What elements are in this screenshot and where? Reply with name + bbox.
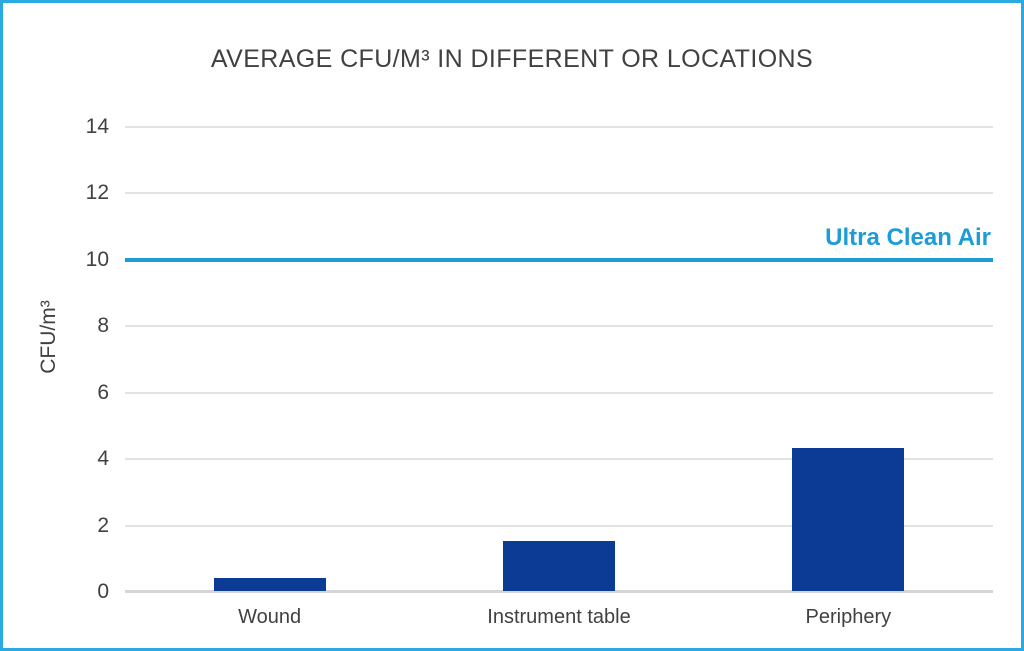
gridline	[125, 458, 993, 461]
gridline	[125, 590, 993, 593]
y-tick-label: 14	[85, 115, 109, 138]
y-tick-label: 0	[97, 580, 109, 603]
y-axis-ticks: 0 2 4 6 8 10 12 14	[3, 115, 109, 603]
y-tick-label: 8	[97, 314, 109, 338]
bar-wound	[213, 577, 326, 591]
y-tick-label: 2	[97, 513, 109, 537]
gridline	[125, 325, 993, 328]
gridline	[125, 126, 993, 128]
x-category-label: Wound	[238, 606, 302, 628]
reference-line-label: Ultra Clean Air	[825, 223, 991, 251]
x-axis-labels: Wound Instrument table Periphery	[125, 606, 993, 636]
y-tick-label: 6	[97, 380, 109, 404]
y-tick-label: 4	[97, 447, 109, 471]
chart-title: AVERAGE CFU/M³ IN DIFFERENT OR LOCATIONS	[210, 45, 814, 73]
x-category-label: Instrument table	[487, 606, 631, 628]
y-tick-label: 12	[85, 181, 109, 205]
x-category-label: Periphery	[805, 606, 892, 628]
gridline	[125, 391, 993, 394]
reference-line	[125, 257, 993, 262]
gridline	[125, 524, 993, 527]
bar-periphery	[792, 448, 905, 591]
y-tick-label: 10	[85, 247, 109, 271]
bar-instrument-table	[503, 541, 615, 591]
plot-area: Ultra Clean Air	[125, 126, 993, 593]
gridline	[125, 192, 993, 195]
